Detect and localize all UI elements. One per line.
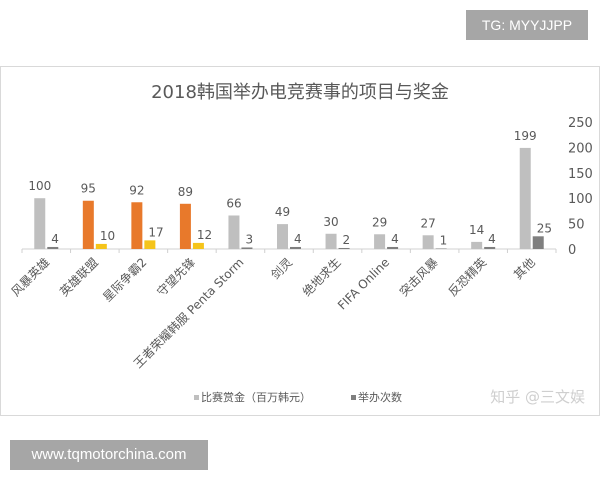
bar-prize bbox=[228, 215, 240, 249]
data-label-count: 4 bbox=[391, 232, 399, 246]
bar-count bbox=[241, 247, 253, 249]
category-label: 星际争霸2 bbox=[100, 255, 149, 304]
footer-url: www.tqmotorchina.com bbox=[10, 440, 208, 470]
legend-label-prize: 比赛赏金（百万韩元） bbox=[201, 390, 311, 404]
bar-count bbox=[387, 246, 399, 249]
y-tick-label: 250 bbox=[568, 116, 593, 131]
data-label-prize: 95 bbox=[81, 182, 96, 196]
bar-count bbox=[484, 246, 496, 249]
data-label-count: 25 bbox=[537, 221, 552, 235]
y-tick-label: 50 bbox=[568, 218, 585, 233]
bar-prize bbox=[374, 234, 386, 249]
y-tick-label: 0 bbox=[568, 243, 576, 258]
y-tick-label: 150 bbox=[568, 167, 593, 182]
category-label: 绝地求生 bbox=[299, 255, 344, 300]
data-label-count: 10 bbox=[100, 229, 115, 243]
bar-count bbox=[47, 246, 59, 249]
bar-count bbox=[192, 242, 204, 249]
y-tick-label: 100 bbox=[568, 192, 593, 207]
legend-label-count: 举办次数 bbox=[358, 390, 402, 404]
data-label-count: 1 bbox=[440, 233, 448, 247]
data-label-count: 4 bbox=[294, 232, 302, 246]
bar-count bbox=[144, 240, 156, 249]
bar-prize bbox=[277, 224, 288, 249]
data-label-prize: 27 bbox=[420, 216, 435, 230]
data-label-prize: 66 bbox=[226, 196, 241, 210]
data-label-count: 2 bbox=[343, 233, 351, 247]
data-label-count: 3 bbox=[245, 232, 253, 246]
bar-prize bbox=[422, 235, 434, 249]
bar-count bbox=[338, 247, 350, 249]
data-label-prize: 14 bbox=[469, 223, 484, 237]
data-label-prize: 89 bbox=[178, 185, 193, 199]
bar-count bbox=[290, 246, 301, 249]
legend-swatch-prize bbox=[194, 395, 199, 400]
chart-frame bbox=[0, 66, 600, 416]
data-label-prize: 92 bbox=[129, 183, 144, 197]
category-label: 反恐精英 bbox=[445, 255, 489, 299]
data-label-count: 4 bbox=[51, 232, 59, 246]
data-label-prize: 49 bbox=[275, 205, 290, 219]
bar-prize bbox=[131, 202, 143, 249]
y-tick-label: 200 bbox=[568, 141, 593, 156]
data-label-prize: 30 bbox=[323, 215, 338, 229]
bar-prize bbox=[82, 200, 94, 249]
data-label-count: 12 bbox=[197, 228, 212, 242]
data-label-prize: 100 bbox=[28, 179, 51, 193]
category-label: 其他 bbox=[511, 255, 538, 282]
bar-count bbox=[95, 243, 107, 249]
category-label: 守望先锋 bbox=[154, 255, 198, 299]
bar-count bbox=[532, 236, 544, 249]
bar-prize bbox=[325, 233, 337, 249]
data-label-count: 4 bbox=[488, 232, 496, 246]
category-label: 剑灵 bbox=[268, 255, 296, 283]
legend-swatch-count bbox=[351, 395, 356, 400]
bar-prize bbox=[34, 198, 46, 249]
data-label-prize: 29 bbox=[372, 215, 387, 229]
legend: 比赛赏金（百万韩元） 举办次数 bbox=[194, 390, 402, 404]
data-label-prize: 199 bbox=[514, 129, 537, 143]
overlay-tag: TG: MYYJJPP bbox=[466, 10, 588, 40]
bar-count bbox=[435, 248, 447, 249]
bar-prize bbox=[471, 241, 483, 249]
category-label: 突击风暴 bbox=[396, 255, 441, 300]
data-label-count: 17 bbox=[148, 225, 163, 239]
bar-prize bbox=[519, 147, 531, 249]
bar-prize bbox=[179, 203, 191, 249]
category-label: FIFA Online bbox=[335, 255, 392, 312]
category-label: 英雄联盟 bbox=[56, 255, 101, 300]
category-label: 风暴英雄 bbox=[8, 255, 53, 300]
watermark: 知乎 @三文娱 bbox=[490, 388, 585, 406]
chart-title: 2018韩国举办电竞赛事的项目与奖金 bbox=[151, 82, 449, 103]
